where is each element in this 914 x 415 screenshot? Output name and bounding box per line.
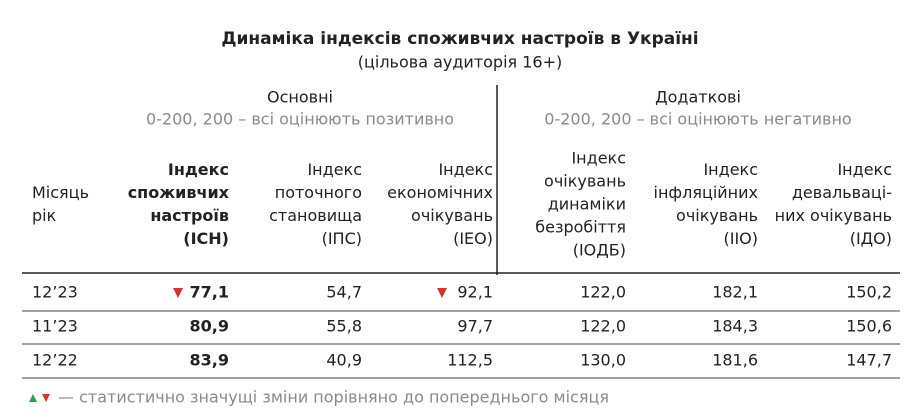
header-cell: (ІПС) <box>322 229 362 248</box>
header-cell: інфляційних <box>654 183 759 202</box>
header-cell: становища <box>269 206 362 225</box>
cell: 182,1 <box>712 283 758 302</box>
header-cell: Індекс <box>837 160 892 179</box>
cell: 77,1 <box>190 283 229 302</box>
cell: 150,6 <box>846 317 892 336</box>
header-cell: Індекс <box>703 160 758 179</box>
header-cell: (ІІО) <box>723 229 758 248</box>
header-cell: Місяць <box>32 183 89 202</box>
header-cell: динаміки <box>548 195 626 214</box>
cell: 130,0 <box>580 351 626 370</box>
cell: 12’22 <box>32 351 78 370</box>
down-icon <box>42 394 50 402</box>
header-cell: безробіття <box>535 218 626 237</box>
cell: 55,8 <box>326 317 362 336</box>
cell: 40,9 <box>326 351 362 370</box>
header-cell: них очікувань <box>775 206 892 225</box>
cell: 11’23 <box>32 317 78 336</box>
cell: 122,0 <box>580 317 626 336</box>
cell: 181,6 <box>712 351 758 370</box>
cell: 92,1 <box>457 283 493 302</box>
header-cell: очікувань <box>411 206 493 225</box>
subtitle: (цільова аудиторія 16+) <box>358 53 563 72</box>
header-cell: економічних <box>387 183 493 202</box>
down-indicator <box>437 288 447 298</box>
cell: 112,5 <box>447 351 493 370</box>
up-icon <box>29 394 37 402</box>
cell: 83,9 <box>190 351 229 370</box>
cell: 12’23 <box>32 283 78 302</box>
group-note: 0-200, 200 – всі оцінюють негативно <box>544 110 851 129</box>
header-cell: девальваці- <box>792 183 892 202</box>
header-cell: Індекс <box>168 160 229 179</box>
cell: 80,9 <box>190 317 229 336</box>
legend: — статистично значущі зміни порівняно до… <box>58 388 609 407</box>
header-cell: очікувань <box>676 206 758 225</box>
header-cell: очікувань <box>544 172 626 191</box>
header-cell: (ІЕО) <box>453 229 493 248</box>
title: Динаміка індексів споживчих настроїв в У… <box>221 29 698 49</box>
cell: 97,7 <box>457 317 493 336</box>
header-cell: рік <box>32 206 57 225</box>
header-cell: (ІОДБ) <box>573 241 626 260</box>
header-cell: (ІДО) <box>850 229 892 248</box>
header-cell: (ІСН) <box>183 229 229 248</box>
down-indicator <box>173 288 183 298</box>
cell: 184,3 <box>712 317 758 336</box>
header-cell: поточного <box>275 183 362 202</box>
cell: 122,0 <box>580 283 626 302</box>
group-label: Основні <box>267 88 333 107</box>
header-cell: настроїв <box>150 206 229 225</box>
cell: 54,7 <box>326 283 362 302</box>
header-cell: Індекс <box>571 149 626 168</box>
header-cell: Індекс <box>307 160 362 179</box>
cell: 147,7 <box>846 351 892 370</box>
header-cell: Індекс <box>438 160 493 179</box>
cell: 150,2 <box>846 283 892 302</box>
group-label: Додаткові <box>655 88 741 107</box>
group-note: 0-200, 200 – всі оцінюють позитивно <box>146 110 454 129</box>
header-cell: споживчих <box>128 183 230 202</box>
